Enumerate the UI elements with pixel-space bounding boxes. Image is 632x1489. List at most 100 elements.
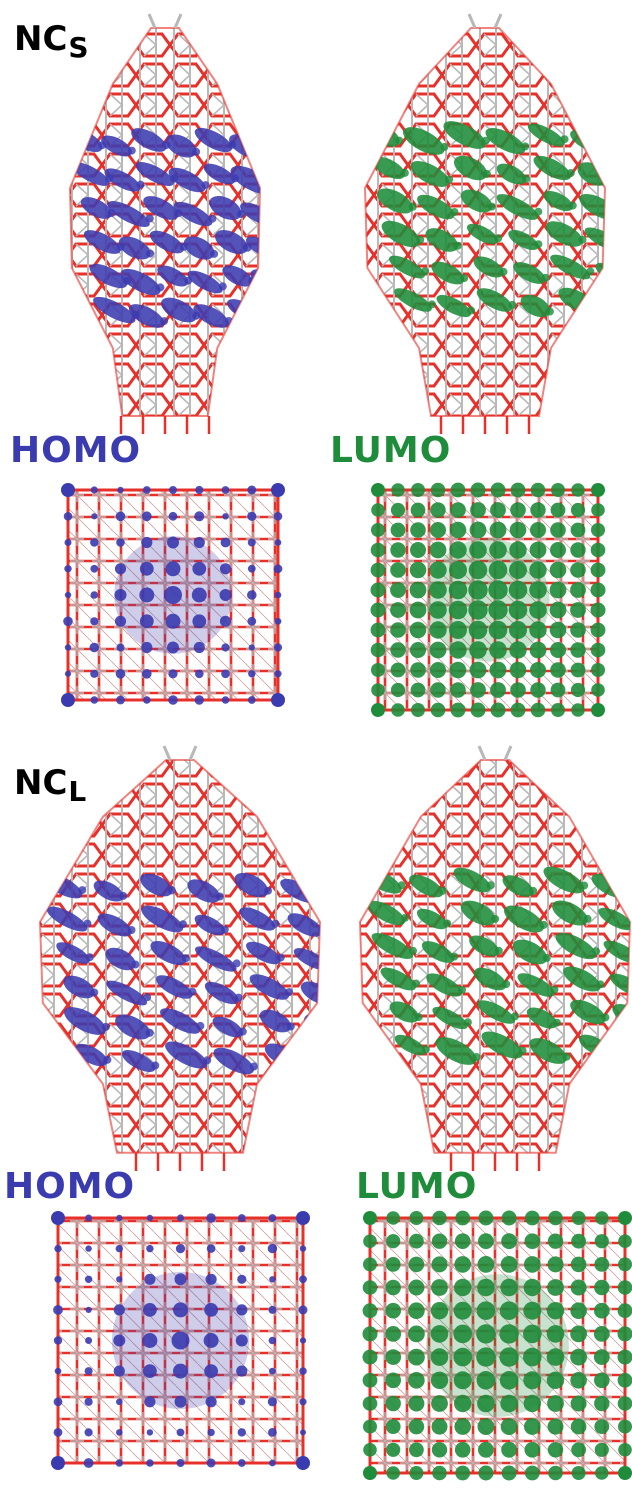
ncl-homo-side-lobe-dot bbox=[188, 987, 197, 996]
ncl-homo-top-lobe bbox=[205, 1273, 217, 1285]
ncl-lumo-side-lobe-dot bbox=[412, 979, 420, 988]
ncs-homo-top-lobe bbox=[116, 538, 125, 547]
ncl-homo-side-lobe-dot bbox=[329, 994, 337, 1002]
ncs-lumo-top-lobe bbox=[371, 503, 385, 517]
ncl-lumo-side-lobe bbox=[371, 933, 414, 959]
ncs-lumo-top-lobe bbox=[570, 662, 586, 678]
ncl-homo-top-lobe bbox=[267, 1243, 278, 1254]
ncl-lumo-top-lobe bbox=[618, 1234, 632, 1248]
ncl-homo-top-lobe bbox=[146, 1214, 154, 1222]
ncl-lumo-top-lobe bbox=[430, 1302, 449, 1320]
ncl-lumo-top-lobe bbox=[409, 1233, 424, 1249]
ncl-lumo-top-lobe bbox=[524, 1442, 541, 1458]
ncl-lumo-top-lobe bbox=[523, 1371, 542, 1390]
ncs-lumo-side-lobe bbox=[372, 156, 406, 180]
ncs-lumo-side-lobe-dot bbox=[508, 300, 517, 309]
ncl-lumo-top-lobe bbox=[386, 1211, 401, 1225]
ncs-lumo-top-lobe bbox=[488, 560, 508, 580]
ncl-lumo-top-lobe bbox=[476, 1347, 496, 1367]
ncs-homo-top-lobe bbox=[64, 565, 72, 573]
ncl-homo-top-lobe bbox=[115, 1459, 124, 1467]
ncs-homo-top-lobe bbox=[247, 590, 257, 600]
ncl-lumo-top-lobe bbox=[594, 1279, 610, 1296]
ncs-lumo-top-lobe bbox=[530, 662, 546, 678]
ncl-lumo-top-lobe bbox=[454, 1256, 472, 1273]
ncl-homo-top-lobe bbox=[116, 1276, 123, 1283]
ncs-lumo-top-lobe bbox=[450, 482, 466, 498]
ncs-lumo-side-lobe-dot bbox=[395, 136, 404, 145]
ncs-lumo-top-lobe bbox=[409, 601, 427, 619]
ncl-lumo-side-lobe-dot bbox=[601, 1013, 610, 1022]
ncs-lumo-top-lobe bbox=[371, 663, 385, 677]
ncs-lumo-top-lobe bbox=[468, 600, 488, 620]
ncs-homo-top-lobe bbox=[90, 696, 99, 704]
ncl-lumo-top-lobe bbox=[431, 1418, 448, 1435]
ncs-lumo-top-lobe bbox=[489, 521, 507, 539]
ncs-lumo-side-lobe bbox=[436, 294, 472, 318]
ncs-homo-top-lobe bbox=[247, 564, 256, 573]
ncs-lumo-top-lobe bbox=[570, 502, 586, 518]
ncs-homo-side-lobe-dot bbox=[160, 317, 169, 326]
ncl-homo-top-lobe bbox=[206, 1244, 216, 1253]
ncs-lumo-top-lobe bbox=[430, 482, 446, 498]
ncl-homo-top-lobe bbox=[84, 1428, 93, 1437]
ncs-homo-side-lobe bbox=[165, 134, 197, 158]
ncs-homo-top-lobe bbox=[273, 643, 283, 652]
ncl-homo-top-lobe bbox=[143, 1303, 157, 1317]
ncs-homo-top-corner-atom bbox=[271, 483, 285, 497]
ncl-lumo-top-lobe bbox=[523, 1324, 542, 1344]
ncs-homo-top-lobe bbox=[219, 563, 232, 575]
ncl-lumo-top-lobe bbox=[385, 1257, 401, 1272]
ncl-lumo-top-lobe bbox=[408, 1302, 425, 1319]
ncs-lumo-top-lobe bbox=[409, 581, 427, 599]
ncl-lumo-side-top-ligand bbox=[477, 745, 513, 761]
ncs-homo-top bbox=[61, 483, 285, 707]
ncs-lumo-top-lobe bbox=[390, 622, 406, 638]
ncl-lumo-top-lobe bbox=[618, 1443, 632, 1457]
ncs-lumo-side-lobe bbox=[389, 255, 425, 279]
ncs-lumo-top-lobe bbox=[429, 641, 447, 659]
ncs-homo-top-lobe bbox=[195, 669, 204, 679]
ncl-lumo-side-lobe-dot bbox=[421, 1045, 430, 1054]
ncs-homo-top-lobe bbox=[274, 670, 282, 678]
ncl-lumo-top-lobe bbox=[547, 1279, 564, 1296]
ncs-lumo-side-lobe bbox=[550, 254, 591, 280]
ncl-homo-top-lobe bbox=[299, 1367, 307, 1375]
ncs-lumo-side-lobe-dot bbox=[541, 273, 550, 282]
ncl-lumo-side-lobe-dot bbox=[529, 886, 538, 895]
ncl-lumo-top-lobe bbox=[594, 1302, 610, 1319]
ncl-homo-top-lobe bbox=[54, 1275, 62, 1283]
ncl-lumo-side bbox=[358, 745, 632, 1171]
ncs-lumo-top-lobe bbox=[410, 502, 426, 518]
ncl-lumo-top-lobe bbox=[363, 1419, 377, 1434]
ncs-homo-top-lobe bbox=[247, 485, 257, 495]
ncl-lumo-side-lobe-dot bbox=[414, 1013, 423, 1022]
ncl-homo-top-core bbox=[111, 1271, 250, 1410]
ncs-lumo-side-outline bbox=[363, 27, 607, 417]
ncl-homo-side-lobe bbox=[160, 1008, 201, 1034]
ncl-lumo-side-lobe bbox=[453, 867, 491, 893]
ncs-lumo-top-lobe bbox=[370, 642, 386, 658]
ncs-lumo-top-lobe bbox=[449, 661, 467, 679]
ncl-lumo-top-lobe bbox=[571, 1211, 586, 1225]
ncs-homo-side-lobe bbox=[118, 236, 151, 260]
ncl-lumo-top-lobe bbox=[476, 1324, 496, 1344]
ncl-lumo-top-lobe bbox=[500, 1278, 518, 1297]
ncl-homo-top-lobe bbox=[54, 1244, 62, 1253]
ncl-lumo-side-lobe bbox=[526, 1007, 558, 1029]
ncs-homo-top-lobe bbox=[168, 669, 178, 679]
ncs-lumo-top-lobe bbox=[509, 621, 527, 639]
ncl-lumo-top-lobe bbox=[594, 1395, 610, 1412]
ncs-lumo-side-lobe-dot bbox=[534, 207, 543, 216]
ncl-homo-top-lobe bbox=[116, 1398, 123, 1406]
ncs-lumo-top-lobe bbox=[549, 621, 567, 639]
ncs-lumo-side-lobe bbox=[453, 155, 488, 181]
ncs-lumo-top-lobe bbox=[489, 541, 507, 559]
ncl-lumo-top-lobe bbox=[431, 1256, 448, 1273]
ncs-lumo-top-corner-atom bbox=[591, 483, 605, 497]
ncl-lumo-top-lobe bbox=[476, 1301, 496, 1320]
ncs-lumo-top-lobe bbox=[570, 622, 586, 638]
ncl-lumo-top-lobe bbox=[362, 1396, 378, 1411]
ncl-homo-side-lobe bbox=[213, 1047, 254, 1075]
molecular-views-layer bbox=[38, 13, 632, 1481]
